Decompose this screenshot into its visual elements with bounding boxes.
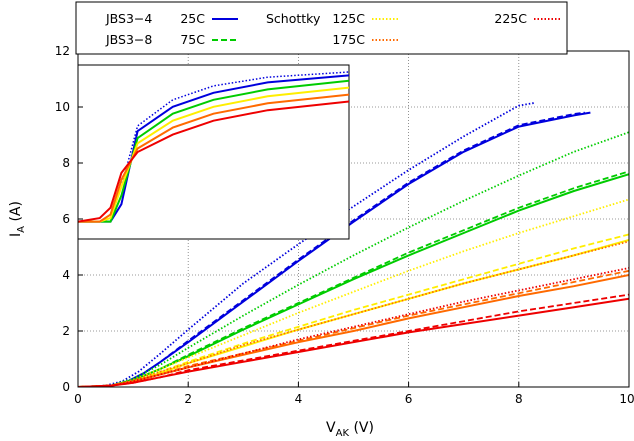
series-jbs3-8-225c-13 xyxy=(78,293,629,387)
legend: JBS3−4 25C JBS3−8 75C Schottky 125C 175C 225C xyxy=(75,1,568,55)
y-tick-label-3: 6 xyxy=(62,212,70,226)
legend-temp-75c: 75C xyxy=(180,32,205,47)
series-schottky-225c-14 xyxy=(78,267,629,387)
inset-series-75c-2 xyxy=(78,79,349,223)
legend-device-schottky: Schottky xyxy=(266,11,321,26)
y-tick-label-0: 0 xyxy=(62,380,70,394)
legend-device-jbs3-4: JBS3−4 xyxy=(105,11,152,26)
legend-temp-225c: 225C xyxy=(494,11,527,26)
y-tick-label-1: 2 xyxy=(62,324,70,338)
inset-plot xyxy=(77,64,350,240)
legend-temp-125c: 125C xyxy=(332,11,365,26)
series-jbs3-8-25c-1 xyxy=(78,111,586,387)
series-jbs3-8-175c-10 xyxy=(78,269,629,387)
series-schottky-25c-2 xyxy=(78,101,536,387)
series-jbs3-4-125c-6 xyxy=(78,239,629,387)
y-tick-label-2: 4 xyxy=(62,268,70,282)
x-tick-label-0: 0 xyxy=(74,392,82,406)
y-axis-label: IA (A) xyxy=(8,201,27,237)
legend-box xyxy=(75,1,568,55)
x-tick-label-2: 4 xyxy=(295,392,303,406)
x-tick-label-5: 10 xyxy=(619,392,634,406)
y-axis-label-main: I xyxy=(8,233,24,237)
series-schottky-175c-11 xyxy=(78,240,629,387)
legend-device-jbs3-8: JBS3−8 xyxy=(105,32,152,47)
series-jbs3-8-75c-4 xyxy=(78,170,629,387)
x-tick-label-4: 8 xyxy=(515,392,523,406)
y-tick-label-5: 10 xyxy=(55,100,70,114)
inset-background xyxy=(77,64,350,240)
series-layer xyxy=(78,101,629,387)
x-tick-label-3: 6 xyxy=(405,392,413,406)
x-tick-label-1: 2 xyxy=(184,392,192,406)
y-tick-label-4: 8 xyxy=(62,156,70,170)
legend-temp-25c: 25C xyxy=(180,11,205,26)
y-tick-label-6: 12 xyxy=(55,44,70,58)
x-axis-label-sub: AK xyxy=(336,428,350,439)
x-axis-label-unit: (V) xyxy=(349,420,374,436)
series-schottky-75c-5 xyxy=(78,131,629,387)
inset-series-layer xyxy=(78,71,349,223)
y-axis-label-sub: A xyxy=(16,226,27,233)
legend-temp-175c: 175C xyxy=(332,32,365,47)
x-axis-label-main: V xyxy=(326,420,336,436)
y-axis-label-unit: (A) xyxy=(8,201,24,226)
inset-series-175c-4 xyxy=(78,93,349,223)
x-axis-label: VAK (V) xyxy=(326,420,374,439)
axis-ticks: 0 2 4 6 8 10 0 2 4 6 8 10 12 xyxy=(55,44,634,406)
inset-series-225c-5 xyxy=(78,100,349,223)
